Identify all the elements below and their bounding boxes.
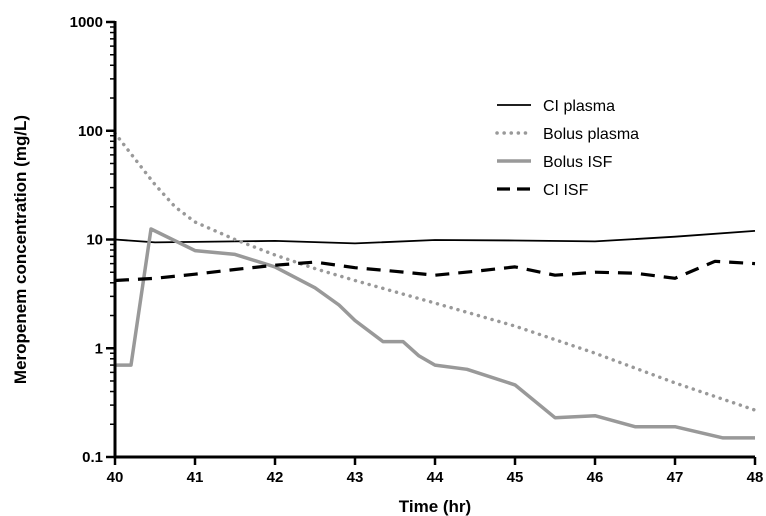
x-tick-label: 43: [347, 469, 364, 486]
x-tick-label: 42: [267, 469, 284, 486]
y-tick-label: 0.1: [82, 449, 103, 466]
x-tick-label: 41: [187, 469, 204, 486]
x-tick-label: 40: [107, 469, 124, 486]
legend-label: Bolus plasma: [543, 126, 639, 143]
x-tick-label: 48: [747, 469, 764, 486]
series-line-bolus-isf: [115, 227, 755, 440]
legend-label: CI plasma: [543, 98, 615, 115]
x-tick-label: 44: [427, 469, 444, 486]
series-line-bolus-plasma: [113, 131, 757, 412]
y-tick-label: 10: [86, 232, 103, 249]
y-tick-label: 1: [95, 340, 103, 357]
y-tick-label: 1000: [70, 14, 103, 31]
y-axis-title: Meropenem concentration (mg/L): [11, 115, 30, 384]
series-layer: [113, 131, 757, 440]
series-line-ci-plasma: [114, 230, 756, 245]
y-tick-label: 100: [78, 123, 103, 140]
legend-label: CI ISF: [543, 182, 589, 199]
x-tick-label: 47: [667, 469, 684, 486]
legend-label: Bolus ISF: [543, 154, 613, 171]
x-axis-title: Time (hr): [399, 497, 471, 516]
x-tick-label: 45: [507, 469, 524, 486]
x-tick-label: 46: [587, 469, 604, 486]
series-line-ci-isf: [114, 259, 756, 283]
ticks-layer: 40 41 42 43 44 45 46 47 48 0.1 1 10 100 1000: [70, 14, 764, 486]
legend: CI plasma Bolus plasma Bolus ISF CI ISF: [495, 98, 639, 199]
